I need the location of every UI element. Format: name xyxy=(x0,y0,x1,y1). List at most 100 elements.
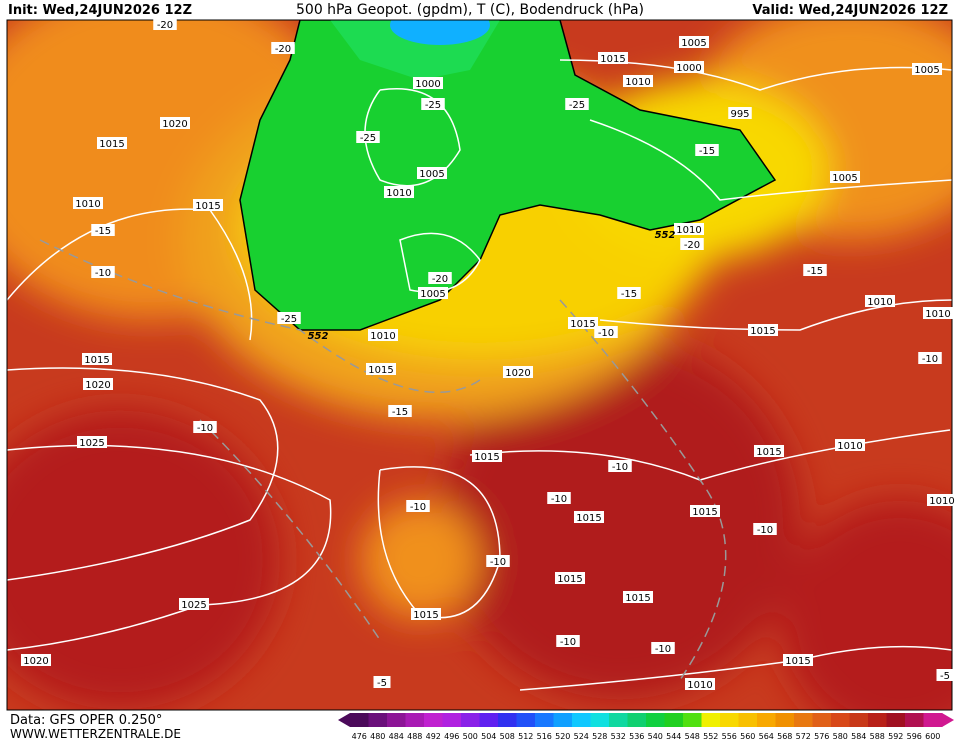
label-text: 1020 xyxy=(162,119,187,130)
label-box xyxy=(754,445,784,457)
colorbar-swatch xyxy=(646,713,665,727)
label-text: 1015 xyxy=(84,355,109,366)
colorbar-swatch xyxy=(368,713,388,727)
isoline-label: 1005 xyxy=(417,167,447,180)
label-text: 1005 xyxy=(832,173,857,184)
label-text: -10 xyxy=(757,525,773,536)
label-box xyxy=(271,42,295,54)
label-text: 1010 xyxy=(386,188,411,199)
isoline-label: -20 xyxy=(271,42,295,55)
label-box xyxy=(366,363,396,375)
isoline-label: -10 xyxy=(556,635,580,648)
label-text: 1000 xyxy=(676,63,701,74)
label-box xyxy=(179,598,209,610)
label-text: 1020 xyxy=(23,656,48,667)
colorbar-label: 540 xyxy=(648,732,663,741)
label-text: 1010 xyxy=(687,680,712,691)
label-text: 1005 xyxy=(420,289,445,300)
colorbar-swatch xyxy=(886,713,906,727)
label-box xyxy=(690,505,720,517)
colorbar-label: 596 xyxy=(907,732,922,741)
isoline-label: 1005 xyxy=(679,36,709,49)
colorbar-arrow-right xyxy=(942,713,954,727)
website: WWW.WETTERZENTRALE.DE xyxy=(10,727,181,741)
colorbar-label: 508 xyxy=(500,732,515,741)
label-text: -5 xyxy=(940,671,950,682)
label-box xyxy=(411,608,441,620)
colorbar-swatch xyxy=(424,713,443,727)
label-box xyxy=(574,511,604,523)
label-box xyxy=(97,137,127,149)
colorbar-swatch xyxy=(775,713,795,727)
label-text: 1025 xyxy=(79,438,104,449)
colorbar-swatch xyxy=(535,713,554,727)
isoline-label: -10 xyxy=(651,642,675,655)
colorbar-swatch xyxy=(794,713,813,727)
isoline-label: -10 xyxy=(594,326,618,339)
isoline-label: 1010 xyxy=(674,223,704,236)
label-text: 1000 xyxy=(415,79,440,90)
label-box xyxy=(193,421,217,433)
label-text: 1010 xyxy=(370,331,395,342)
label-box xyxy=(21,654,51,666)
label-text: 1015 xyxy=(195,201,220,212)
label-box xyxy=(556,635,580,647)
isoline-label: 1015 xyxy=(623,591,653,604)
label-text: -10 xyxy=(197,423,213,434)
colorbar-swatch xyxy=(387,713,406,727)
colorbar-swatch xyxy=(498,713,517,727)
label-text: 1015 xyxy=(785,656,810,667)
isoline-label: 1010 xyxy=(73,197,103,210)
colorbar-label: 592 xyxy=(888,732,903,741)
isoline-label: -10 xyxy=(547,492,571,505)
label-box xyxy=(679,36,709,48)
label-box xyxy=(927,494,957,506)
label-box xyxy=(830,171,860,183)
colorbar-label: 528 xyxy=(592,732,607,741)
label-box xyxy=(91,224,115,236)
colorbar-label: 568 xyxy=(777,732,792,741)
label-text: -20 xyxy=(275,44,291,55)
label-box xyxy=(417,167,447,179)
colorbar-swatch xyxy=(461,713,480,727)
isoline-label: 1005 xyxy=(418,287,448,300)
label-box xyxy=(356,131,380,143)
isoline-label: -15 xyxy=(617,287,641,300)
isoline-label: 1000 xyxy=(413,77,443,90)
colorbar-swatch xyxy=(627,713,647,727)
label-text: 1015 xyxy=(413,610,438,621)
label-box xyxy=(594,326,618,338)
isoline-label: -20 xyxy=(428,272,452,285)
isoline-label: 1015 xyxy=(783,654,813,667)
label-text: -15 xyxy=(392,407,408,418)
init-label: Init: Wed,24JUN2026 12Z xyxy=(8,3,192,18)
colorbar-swatch xyxy=(849,713,869,727)
label-box xyxy=(77,436,107,448)
colorbar-swatch xyxy=(683,713,702,727)
colorbar-label: 560 xyxy=(740,732,755,741)
label-text: -25 xyxy=(569,100,585,111)
map-title: 500 hPa Geopot. (gpdm), T (C), Bodendruc… xyxy=(296,2,644,18)
isoline-label: 1015 xyxy=(748,324,778,337)
isoline-label: 1015 xyxy=(411,608,441,621)
label-text: -10 xyxy=(612,462,628,473)
colorbar-label: 532 xyxy=(611,732,626,741)
isoline-label: 995 xyxy=(728,107,752,120)
label-box xyxy=(368,329,398,341)
colorbar-swatch xyxy=(516,713,536,727)
isoline-label: 552 xyxy=(308,331,329,342)
label-text: -10 xyxy=(410,502,426,513)
label-box xyxy=(547,492,571,504)
isoline-label: -20 xyxy=(153,18,177,31)
label-text: 1015 xyxy=(692,507,717,518)
isoline-label: -20 xyxy=(680,238,704,251)
label-box xyxy=(680,238,704,250)
isoline-label: -15 xyxy=(91,224,115,237)
label-box xyxy=(608,460,632,472)
label-box xyxy=(753,523,777,535)
isoline-label: 1015 xyxy=(82,353,112,366)
isoline-label: 1010 xyxy=(835,439,865,452)
label-text: 1020 xyxy=(85,380,110,391)
label-box xyxy=(728,107,752,119)
